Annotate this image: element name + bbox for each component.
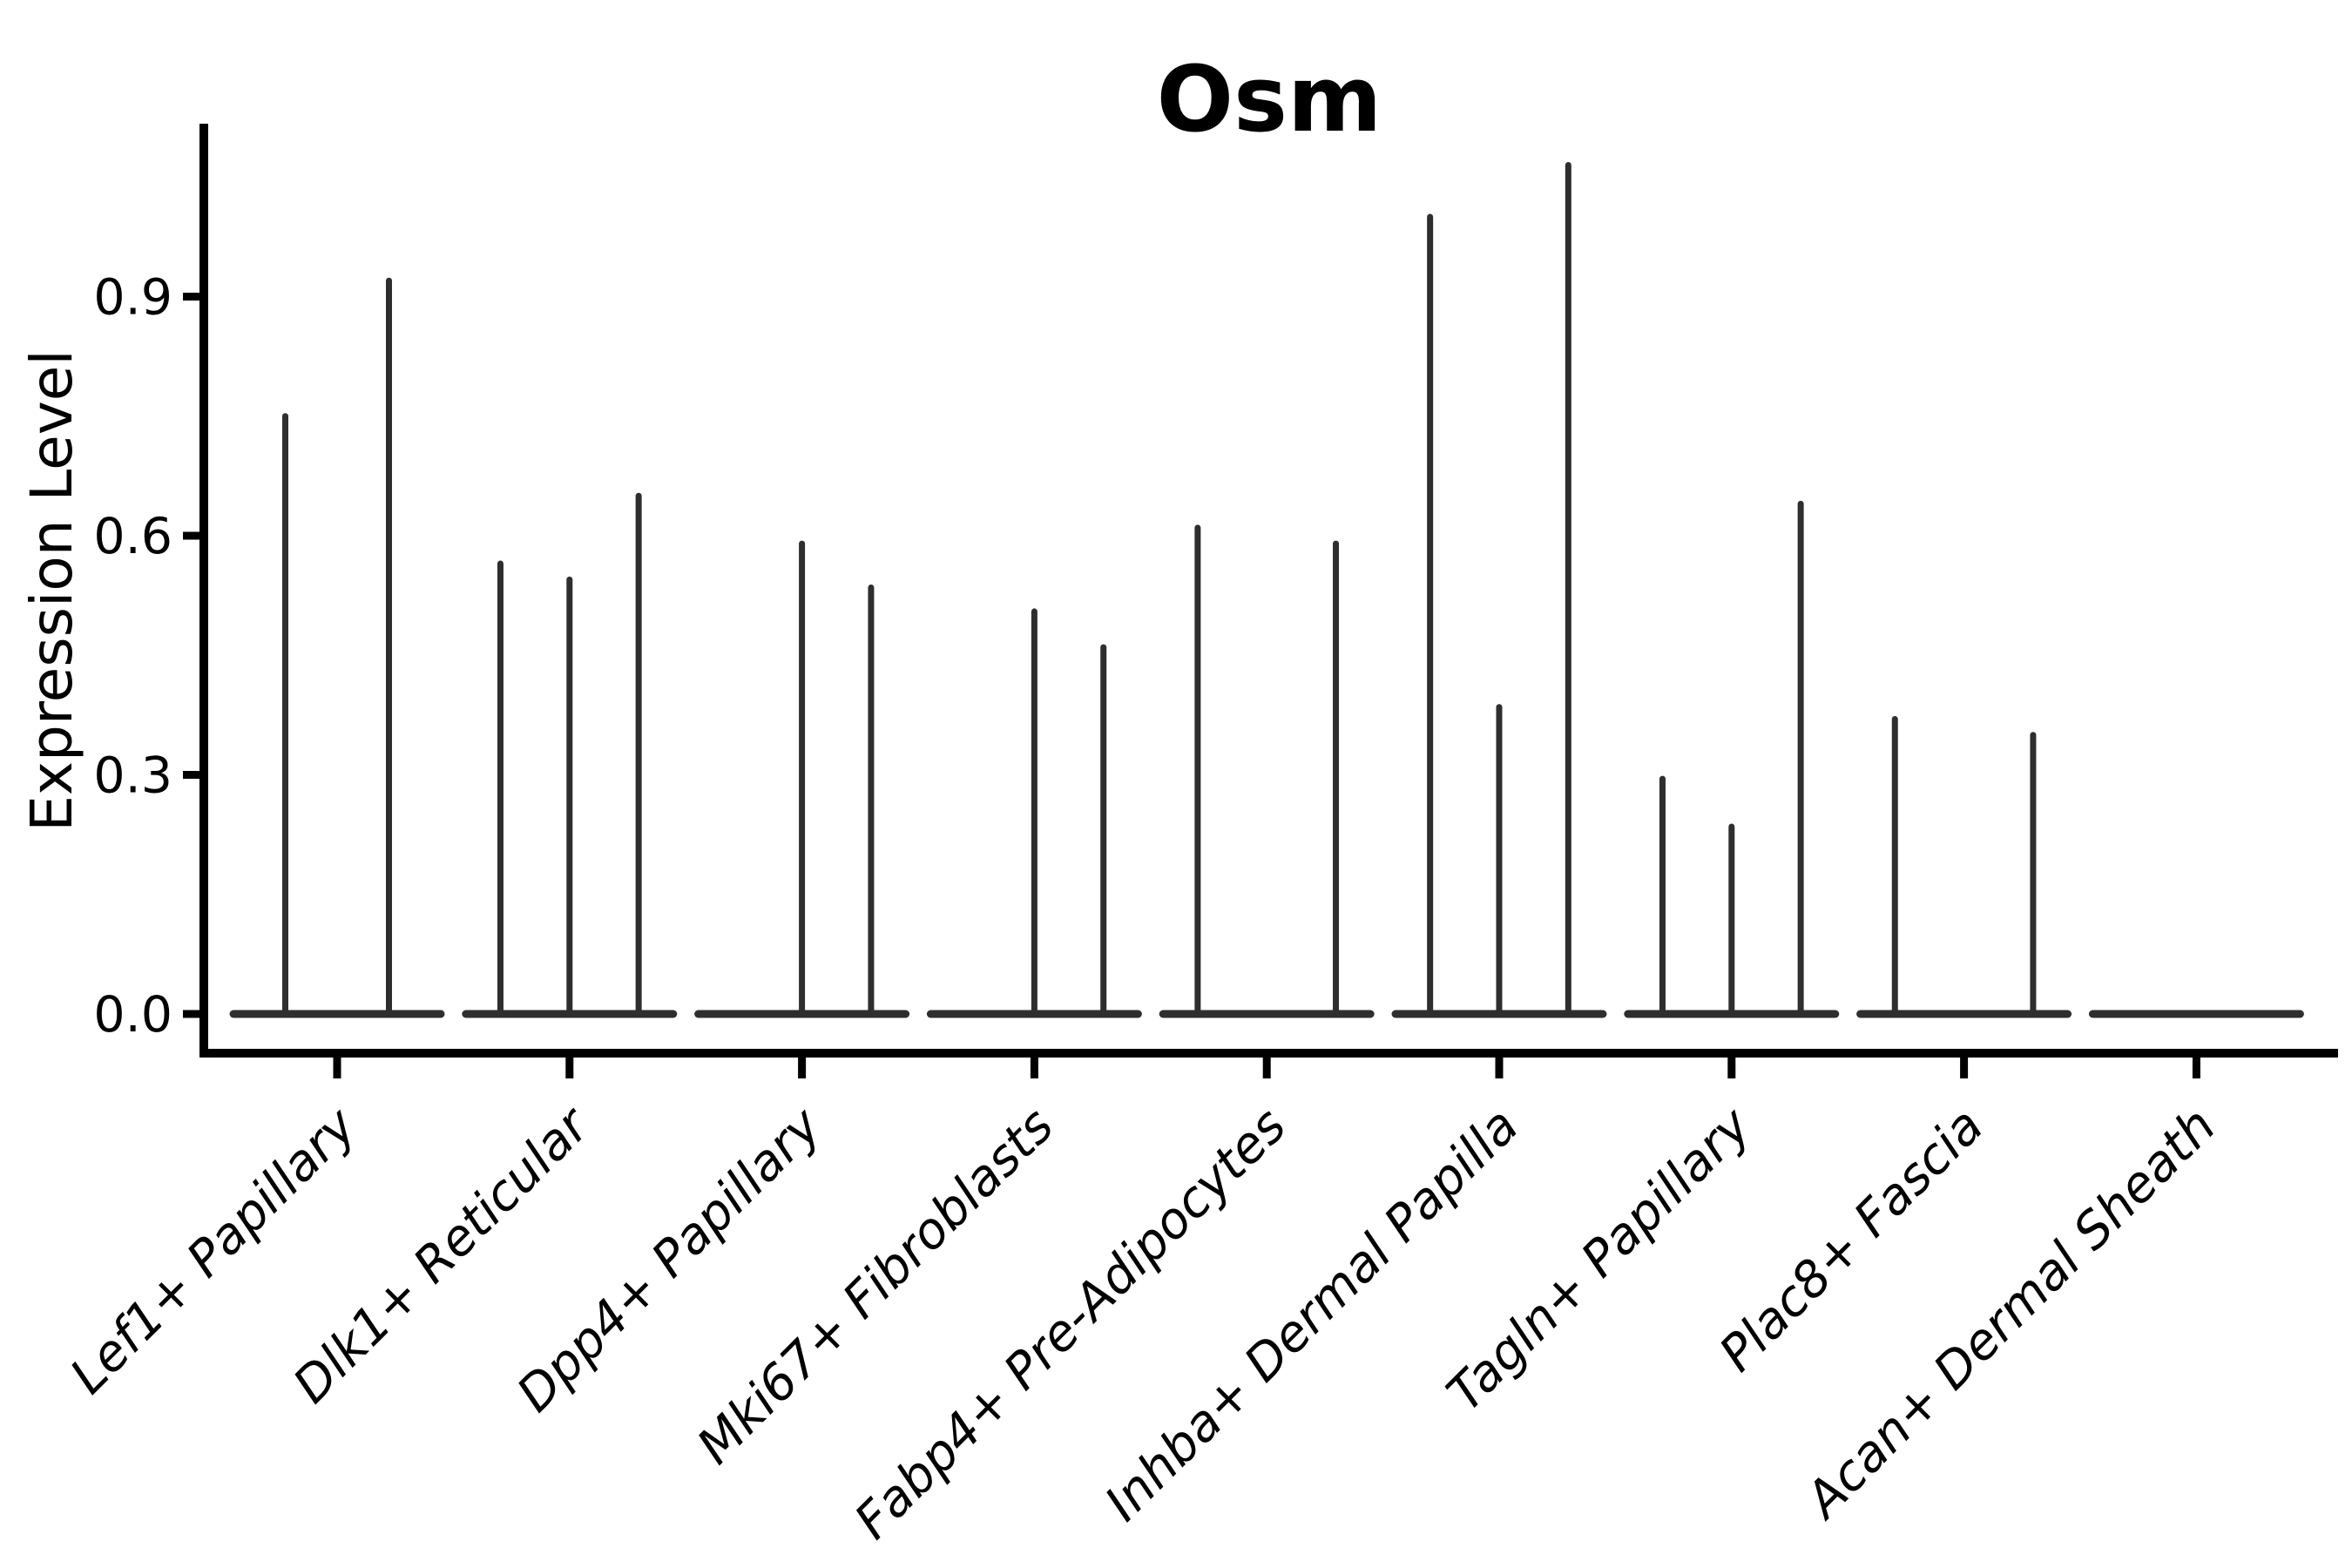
x-tick-label: Acan+ Dermal Sheath	[1793, 1097, 2227, 1531]
y-tick-label: 0.3	[93, 747, 172, 805]
plot-title: Osm	[1157, 46, 1382, 152]
y-tick-label: 0.9	[93, 269, 172, 327]
y-tick-labels: 0.0 0.3 0.6 0.9	[93, 269, 172, 1044]
y-axis-label: Expression Level	[18, 349, 85, 831]
axes	[183, 124, 2338, 1078]
x-tick-label: Inhba+ Dermal Papilla	[1094, 1097, 1530, 1532]
x-tick-label: Fabp4+ Pre-Adipocytes	[844, 1097, 1297, 1550]
y-tick-label: 0.0	[93, 986, 172, 1044]
violins	[229, 162, 2304, 1018]
y-tick-label: 0.6	[93, 508, 172, 565]
